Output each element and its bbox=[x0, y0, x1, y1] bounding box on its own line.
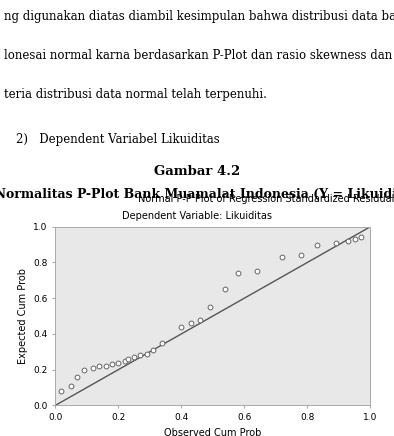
Point bbox=[68, 382, 74, 389]
Point bbox=[235, 270, 241, 277]
Point bbox=[137, 352, 143, 359]
Point bbox=[143, 350, 150, 357]
Point bbox=[80, 366, 87, 373]
Point bbox=[188, 320, 194, 327]
Point bbox=[314, 241, 320, 248]
Point bbox=[351, 236, 358, 243]
Point bbox=[178, 324, 184, 330]
Point bbox=[102, 363, 109, 370]
Text: Normal P-P Plot of Regression Standardized Residual: Normal P-P Plot of Regression Standardiz… bbox=[138, 194, 394, 204]
Point bbox=[90, 364, 96, 371]
X-axis label: Observed Cum Prob: Observed Cum Prob bbox=[164, 428, 262, 436]
Point bbox=[206, 303, 213, 310]
Point bbox=[131, 354, 137, 361]
Point bbox=[58, 388, 65, 395]
Point bbox=[222, 286, 229, 293]
Point bbox=[254, 268, 260, 275]
Point bbox=[125, 355, 131, 362]
Point bbox=[159, 339, 165, 346]
Point bbox=[150, 347, 156, 354]
Text: Uji Normalitas P-Plot Bank Muamalat Indonesia (Y = Likuiditas): Uji Normalitas P-Plot Bank Muamalat Indo… bbox=[0, 188, 394, 201]
Point bbox=[96, 363, 102, 370]
Y-axis label: Expected Cum Prob: Expected Cum Prob bbox=[18, 268, 28, 364]
Point bbox=[333, 239, 339, 246]
Text: teria distribusi data normal telah terpenuhi.: teria distribusi data normal telah terpe… bbox=[4, 88, 267, 101]
Text: 2)   Dependent Variabel Likuiditas: 2) Dependent Variabel Likuiditas bbox=[16, 133, 219, 146]
Text: Dependent Variable: Likuiditas: Dependent Variable: Likuiditas bbox=[122, 211, 272, 221]
Text: lonesai normal karna berdasarkan P-Plot dan rasio skewness dan rasio kurtosi: lonesai normal karna berdasarkan P-Plot … bbox=[4, 49, 394, 62]
Point bbox=[109, 361, 115, 368]
Point bbox=[121, 358, 128, 364]
Text: Gambar 4.2: Gambar 4.2 bbox=[154, 165, 240, 178]
Point bbox=[345, 238, 351, 245]
Point bbox=[115, 359, 121, 366]
Point bbox=[197, 316, 203, 323]
Point bbox=[298, 252, 304, 259]
Point bbox=[358, 234, 364, 241]
Text: ng digunakan diatas diambil kesimpulan bahwa distribusi data bank Muamala: ng digunakan diatas diambil kesimpulan b… bbox=[4, 10, 394, 23]
Point bbox=[279, 254, 285, 261]
Point bbox=[74, 373, 80, 380]
